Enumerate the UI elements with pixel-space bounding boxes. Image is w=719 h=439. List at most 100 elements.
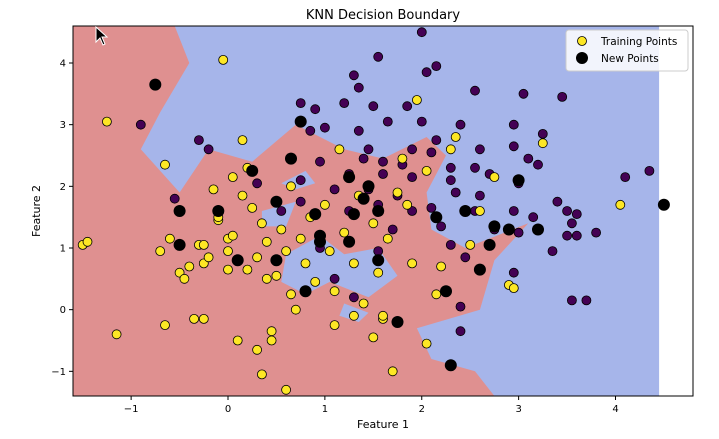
training-point-class0 [353, 125, 364, 136]
y-axis-label: Feature 2 [30, 185, 43, 237]
training-point-class1 [382, 233, 393, 244]
training-point-class1 [358, 298, 369, 309]
training-point-class1 [421, 338, 432, 349]
new-point [343, 171, 356, 184]
training-point-class1 [82, 236, 93, 247]
training-point-class0 [431, 61, 442, 71]
new-point [270, 254, 283, 267]
training-point-class1 [261, 236, 272, 247]
training-point-class0 [193, 135, 204, 146]
legend-marker-new [576, 52, 588, 64]
training-point-class0 [567, 218, 577, 229]
training-point-class0 [455, 326, 466, 337]
training-point-class0 [310, 104, 321, 115]
training-point-class0 [537, 128, 548, 139]
training-point-class1 [179, 273, 190, 284]
new-point [483, 238, 496, 251]
training-point-class0 [528, 212, 539, 223]
training-point-class0 [567, 295, 577, 306]
training-point-class1 [368, 332, 379, 343]
training-point-class0 [348, 70, 359, 81]
training-point-class1 [111, 329, 122, 340]
training-point-class0 [445, 239, 456, 250]
training-point-class1 [615, 199, 626, 210]
training-point-class0 [315, 156, 325, 167]
new-point [314, 229, 326, 242]
x-tick-label: 1 [322, 404, 328, 415]
training-point-class1 [286, 289, 296, 300]
new-point [294, 115, 307, 128]
training-point-class1 [373, 267, 384, 278]
training-point-class0 [295, 175, 306, 186]
training-point-class0 [450, 187, 461, 198]
new-point [532, 223, 544, 236]
training-point-class0 [581, 295, 592, 306]
training-point-class1 [155, 246, 166, 257]
training-point-class1 [276, 224, 287, 235]
new-point [488, 220, 501, 233]
training-point-class0 [547, 246, 558, 257]
training-point-class0 [402, 101, 413, 112]
training-point-class1 [252, 252, 263, 263]
new-point [285, 152, 297, 165]
training-point-class1 [348, 310, 359, 321]
training-point-class1 [198, 239, 209, 250]
training-point-class1 [329, 320, 340, 331]
chart-title: KNN Decision Boundary [306, 8, 460, 23]
training-point-class0 [571, 209, 582, 220]
training-point-class1 [198, 313, 209, 324]
training-point-class0 [329, 184, 340, 195]
training-point-class0 [518, 88, 529, 99]
training-point-class0 [562, 206, 572, 216]
training-point-class1 [474, 206, 485, 216]
training-point-class0 [416, 27, 427, 38]
training-point-class0 [445, 175, 456, 186]
training-point-class1 [218, 55, 229, 65]
training-point-class1 [310, 276, 321, 287]
training-point-class1 [271, 270, 282, 281]
training-point-class0 [426, 202, 437, 213]
training-point-class1 [227, 230, 238, 241]
training-point-class1 [203, 252, 214, 263]
training-point-class1 [286, 181, 296, 192]
x-axis-label: Feature 1 [357, 418, 409, 431]
training-point-class0 [470, 162, 480, 173]
training-point-class1 [208, 184, 219, 195]
training-point-class1 [223, 264, 233, 275]
training-point-class0 [508, 267, 519, 278]
new-point [212, 205, 225, 217]
training-point-class0 [373, 246, 384, 257]
new-point [391, 316, 404, 328]
training-point-class0 [319, 122, 330, 133]
y-tick-label: 4 [60, 59, 66, 70]
legend-marker-training [577, 36, 587, 46]
x-tick-label: 4 [612, 404, 618, 415]
training-point-class1 [339, 227, 350, 238]
training-point-class0 [445, 162, 456, 173]
training-point-class0 [523, 153, 534, 164]
legend-label-training: Training Points [600, 36, 677, 48]
training-point-class1 [256, 218, 267, 229]
training-point-class0 [421, 67, 432, 78]
training-point-class0 [169, 193, 180, 204]
training-point-class1 [237, 135, 248, 146]
training-point-class0 [295, 196, 306, 207]
training-point-class1 [508, 283, 519, 294]
training-point-class1 [295, 233, 306, 244]
training-point-class0 [358, 153, 369, 164]
training-point-class0 [387, 224, 398, 235]
training-point-class1 [445, 144, 456, 155]
training-point-class1 [387, 366, 398, 377]
training-point-class1 [232, 335, 243, 346]
decision-region-class1 [73, 26, 529, 396]
training-point-class0 [455, 301, 466, 312]
training-point-class1 [160, 159, 170, 170]
training-point-class1 [450, 132, 461, 142]
x-tick-label: 3 [515, 404, 521, 415]
training-point-class1 [348, 258, 359, 269]
training-point-class1 [160, 320, 170, 331]
training-point-class1 [489, 172, 500, 183]
training-point-class1 [247, 202, 258, 213]
training-point-class0 [474, 144, 485, 155]
